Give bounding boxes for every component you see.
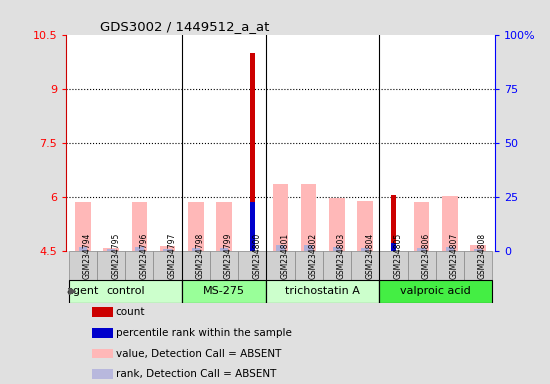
Text: control: control xyxy=(106,286,145,296)
Text: GSM234798: GSM234798 xyxy=(196,232,205,278)
Bar xyxy=(329,198,345,251)
Bar xyxy=(391,243,396,251)
Bar xyxy=(238,251,266,280)
Bar xyxy=(188,202,204,251)
Bar xyxy=(379,280,492,303)
Bar xyxy=(379,251,408,280)
Bar xyxy=(474,249,482,251)
Bar xyxy=(131,202,147,251)
Bar xyxy=(107,249,116,251)
Bar xyxy=(69,251,97,280)
Bar xyxy=(417,248,426,251)
Text: GSM234796: GSM234796 xyxy=(139,232,148,278)
Bar xyxy=(92,349,113,359)
Bar xyxy=(442,196,458,251)
Text: GSM234801: GSM234801 xyxy=(280,232,289,278)
Bar xyxy=(92,307,113,317)
Bar xyxy=(250,202,255,251)
Bar xyxy=(182,251,210,280)
Text: GDS3002 / 1449512_a_at: GDS3002 / 1449512_a_at xyxy=(100,20,270,33)
Bar xyxy=(266,280,380,303)
Text: GSM234797: GSM234797 xyxy=(168,232,177,278)
Bar xyxy=(266,251,295,280)
Text: GSM234802: GSM234802 xyxy=(309,232,318,278)
Bar xyxy=(79,247,87,251)
Bar xyxy=(361,248,370,251)
Text: count: count xyxy=(116,307,145,317)
Bar xyxy=(408,251,436,280)
Bar xyxy=(305,245,313,251)
Bar xyxy=(97,251,125,280)
Text: value, Detection Call = ABSENT: value, Detection Call = ABSENT xyxy=(116,349,281,359)
Bar xyxy=(163,249,172,251)
Text: rank, Detection Call = ABSENT: rank, Detection Call = ABSENT xyxy=(116,369,276,379)
Text: agent: agent xyxy=(67,286,99,296)
Text: valproic acid: valproic acid xyxy=(400,286,471,296)
Text: GSM234805: GSM234805 xyxy=(393,232,403,278)
Bar xyxy=(69,280,182,303)
Bar xyxy=(273,184,288,251)
Text: GSM234800: GSM234800 xyxy=(252,232,261,278)
Bar xyxy=(216,202,232,251)
Bar xyxy=(323,251,351,280)
Bar xyxy=(220,248,228,251)
Bar xyxy=(295,251,323,280)
Bar xyxy=(191,248,200,251)
Bar xyxy=(210,251,238,280)
Bar xyxy=(75,202,91,251)
Bar xyxy=(92,328,113,338)
Bar xyxy=(276,245,285,251)
Bar xyxy=(182,280,266,303)
Bar xyxy=(351,251,380,280)
Bar xyxy=(333,247,341,251)
Bar xyxy=(414,202,430,251)
Text: GSM234808: GSM234808 xyxy=(478,232,487,278)
Bar xyxy=(135,247,144,251)
Bar xyxy=(446,247,454,251)
Bar xyxy=(250,53,255,251)
Text: GSM234794: GSM234794 xyxy=(83,232,92,278)
Bar xyxy=(92,369,113,379)
Bar xyxy=(160,246,175,251)
Bar xyxy=(470,245,486,251)
Bar xyxy=(436,251,464,280)
Bar xyxy=(464,251,492,280)
Text: GSM234799: GSM234799 xyxy=(224,232,233,278)
Text: GSM234806: GSM234806 xyxy=(422,232,431,278)
Bar xyxy=(103,248,119,251)
Text: MS-275: MS-275 xyxy=(203,286,245,296)
Bar xyxy=(153,251,182,280)
Text: GSM234807: GSM234807 xyxy=(450,232,459,278)
Bar xyxy=(391,195,396,251)
Text: GSM234795: GSM234795 xyxy=(111,232,120,278)
Text: percentile rank within the sample: percentile rank within the sample xyxy=(116,328,292,338)
Bar xyxy=(358,201,373,251)
Bar xyxy=(125,251,153,280)
Text: GSM234804: GSM234804 xyxy=(365,232,374,278)
Text: GSM234803: GSM234803 xyxy=(337,232,346,278)
Bar xyxy=(301,184,316,251)
Text: trichostatin A: trichostatin A xyxy=(285,286,360,296)
